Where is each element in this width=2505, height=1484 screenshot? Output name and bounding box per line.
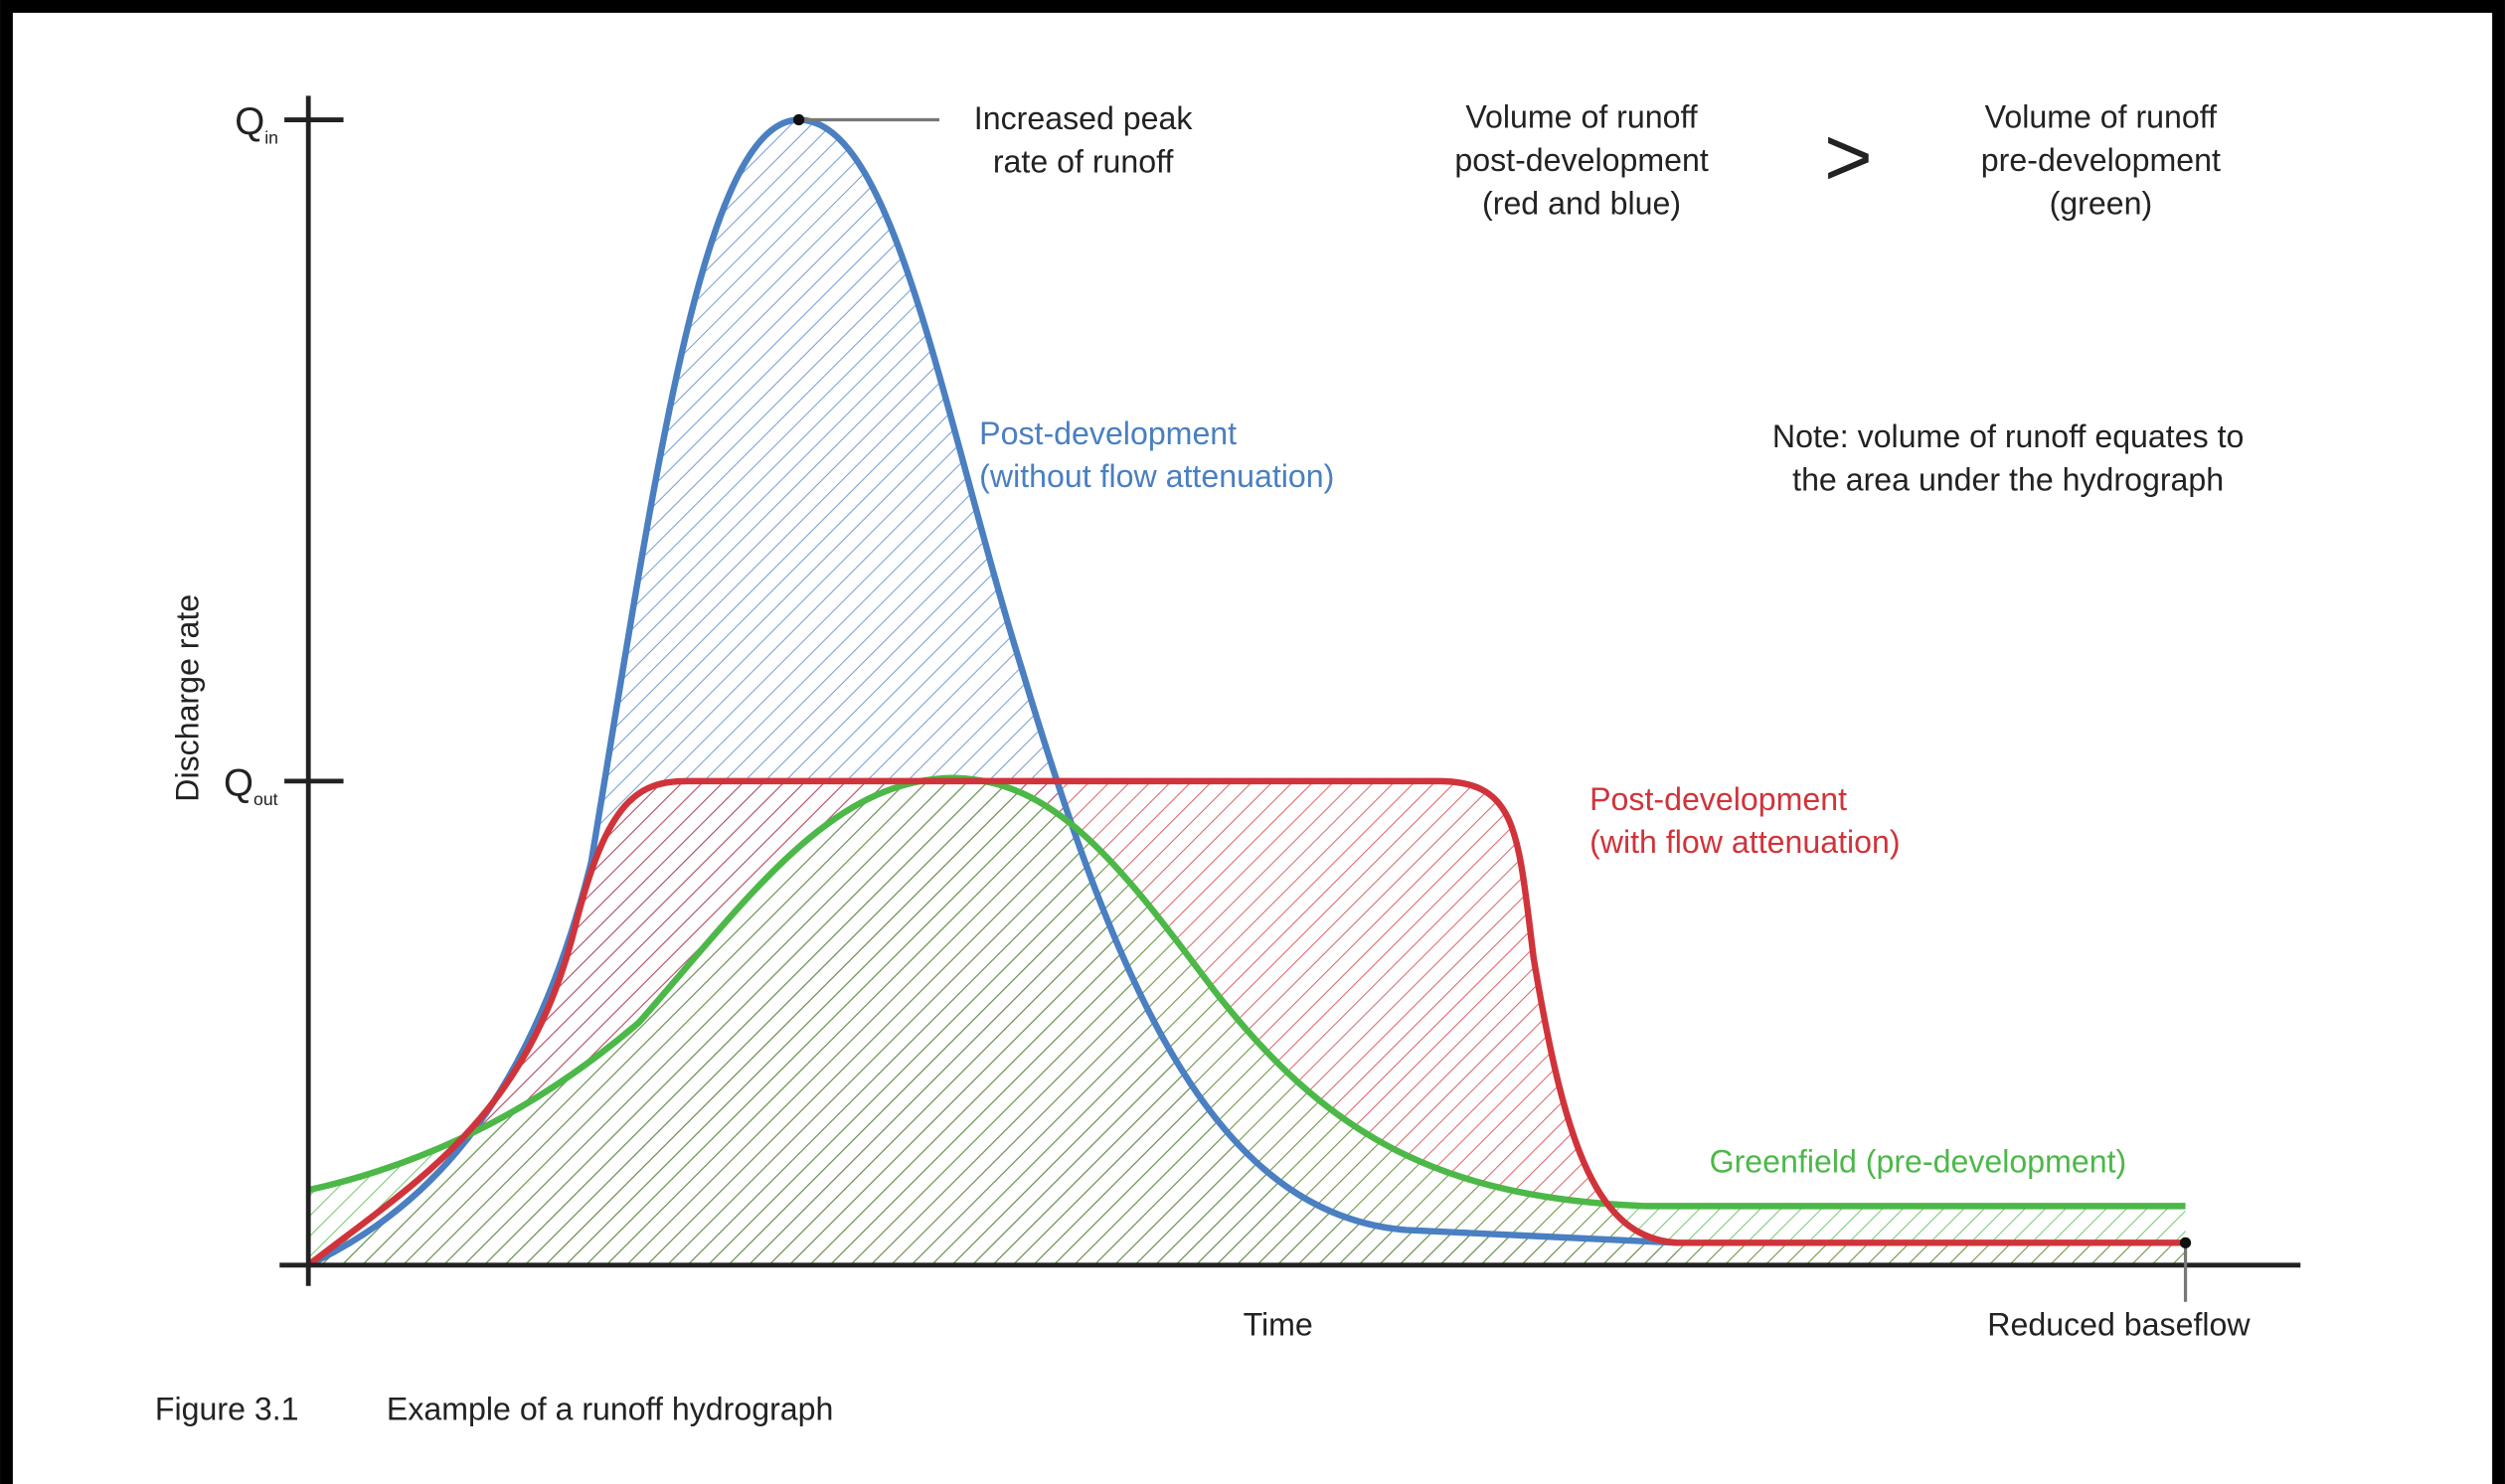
annotation: Increased peak	[974, 100, 1194, 136]
subscript: in	[264, 128, 278, 148]
annotation: post-development	[1454, 142, 1708, 178]
caption-number: Figure 3.1	[155, 1392, 299, 1427]
annotation: Volume of runoff	[1465, 99, 1697, 135]
curve-label: (with flow attenuation)	[1589, 824, 1900, 860]
curve-label: (without flow attenuation)	[979, 458, 1334, 494]
annotation: (red and blue)	[1482, 185, 1681, 221]
x-axis-title: Time	[1244, 1307, 1313, 1343]
baseline-label: Reduced baseflow	[1987, 1307, 2251, 1343]
baseflow-dot	[2179, 1237, 2192, 1248]
annotation: (green)	[2050, 185, 2153, 221]
symbol: Q	[235, 100, 264, 143]
y-axis-title: Discharge rate	[169, 594, 205, 802]
curve-label: Post-development	[979, 415, 1237, 451]
comparison: >	[1824, 109, 1873, 203]
y-tick-label: Qout	[224, 761, 278, 809]
subscript: out	[253, 789, 278, 809]
peak-dot	[792, 113, 805, 126]
green-area	[308, 777, 2186, 1265]
annotation: rate of runoff	[993, 144, 1174, 180]
annotation: pre-development	[1981, 142, 2221, 178]
curve-label: Greenfield (pre-development)	[1710, 1144, 2127, 1180]
annotation: the area under the hydrograph	[1792, 461, 2224, 497]
symbol: Q	[224, 761, 253, 804]
annotation: Volume of runoff	[1985, 99, 2217, 135]
caption-text: Example of a runoff hydrograph	[387, 1392, 833, 1427]
y-tick-label: Qin	[235, 100, 278, 148]
curve-label: Post-development	[1589, 781, 1847, 817]
red-curve	[306, 777, 2186, 1268]
annotation: Note: volume of runoff equates to	[1772, 418, 2244, 454]
